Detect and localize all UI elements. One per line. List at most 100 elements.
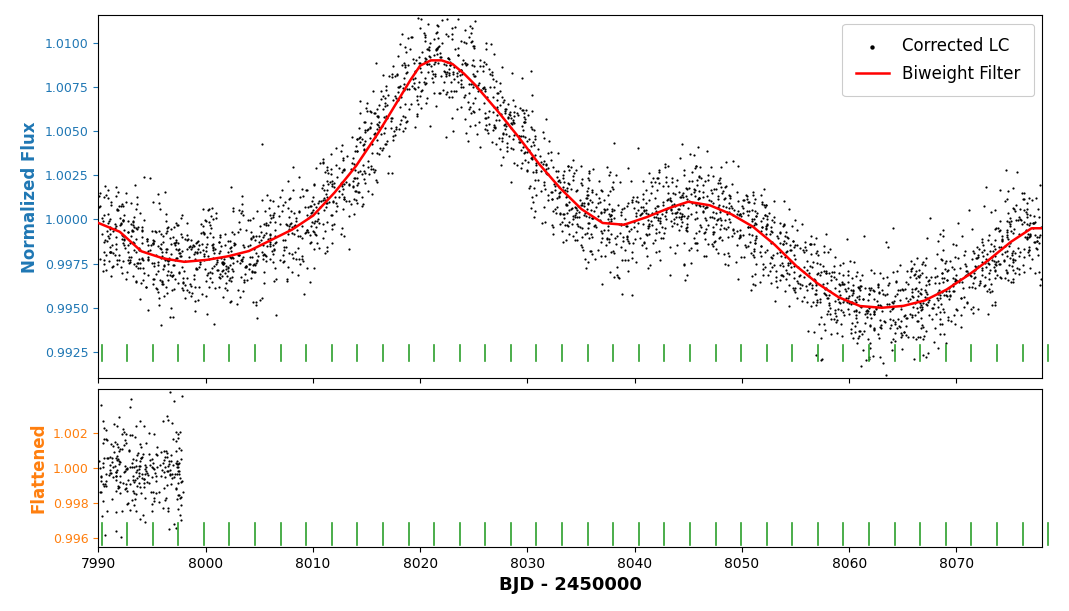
Corrected LC: [223, 272, 241, 282]
Corrected LC: [219, 285, 236, 295]
Corrected LC: [453, 59, 470, 68]
Corrected LC: [224, 258, 242, 268]
Corrected LC: [634, 240, 651, 250]
Corrected LC: [1025, 236, 1042, 246]
Corrected LC: [880, 243, 897, 252]
Corrected LC: [609, 273, 626, 282]
Corrected LC: [587, 220, 604, 230]
Corrected LC: [166, 222, 183, 232]
X-axis label: BJD - 2450000: BJD - 2450000: [499, 576, 641, 594]
Corrected LC: [537, 184, 554, 194]
Corrected LC: [203, 277, 220, 287]
Corrected LC: [468, 82, 485, 92]
Corrected LC: [305, 205, 322, 215]
Corrected LC: [998, 267, 1016, 277]
Corrected LC: [157, 229, 174, 238]
Corrected LC: [354, 134, 371, 144]
Corrected LC: [690, 142, 707, 152]
Corrected LC: [267, 310, 284, 320]
Corrected LC: [1022, 230, 1039, 240]
Corrected LC: [299, 210, 316, 219]
Corrected LC: [911, 288, 928, 298]
Corrected LC: [107, 240, 124, 249]
Corrected LC: [693, 174, 710, 183]
Corrected LC: [243, 274, 260, 284]
Corrected LC: [208, 257, 226, 267]
Corrected LC: [430, 41, 447, 51]
Corrected LC: [773, 270, 790, 280]
Corrected LC: [652, 218, 669, 228]
Corrected LC: [974, 251, 991, 261]
Corrected LC: [775, 221, 792, 231]
Corrected LC: [889, 313, 907, 323]
Corrected LC: [461, 21, 478, 31]
Corrected LC: [294, 254, 311, 263]
Corrected LC: [899, 313, 916, 323]
Corrected LC: [326, 178, 343, 188]
Corrected LC: [161, 312, 179, 322]
Corrected LC: [682, 210, 699, 219]
Corrected LC: [336, 164, 353, 174]
Corrected LC: [623, 177, 640, 186]
Corrected LC: [444, 23, 461, 33]
Corrected LC: [941, 290, 958, 300]
Corrected LC: [866, 286, 883, 296]
Corrected LC: [927, 263, 944, 273]
Corrected LC: [892, 285, 909, 295]
Point: [104, 494, 121, 504]
Corrected LC: [894, 330, 911, 340]
Corrected LC: [923, 272, 940, 282]
Corrected LC: [418, 54, 435, 64]
Corrected LC: [897, 284, 914, 294]
Corrected LC: [908, 334, 925, 343]
Corrected LC: [651, 213, 668, 223]
Point: [126, 432, 143, 442]
Corrected LC: [1009, 214, 1026, 224]
Corrected LC: [560, 179, 577, 189]
Corrected LC: [663, 196, 680, 206]
Corrected LC: [933, 287, 950, 296]
Corrected LC: [939, 266, 956, 276]
Corrected LC: [980, 230, 997, 240]
Corrected LC: [669, 205, 686, 214]
Corrected LC: [314, 219, 331, 229]
Corrected LC: [687, 207, 704, 217]
Corrected LC: [552, 208, 569, 218]
Corrected LC: [122, 219, 139, 229]
Corrected LC: [355, 117, 372, 126]
Corrected LC: [261, 241, 278, 251]
Corrected LC: [973, 234, 990, 244]
Corrected LC: [841, 256, 858, 266]
Corrected LC: [523, 66, 540, 76]
Corrected LC: [602, 216, 619, 226]
Corrected LC: [280, 194, 297, 204]
Corrected LC: [328, 201, 345, 211]
Corrected LC: [710, 178, 727, 188]
Corrected LC: [1013, 219, 1031, 229]
Point: [118, 480, 135, 489]
Corrected LC: [458, 128, 475, 137]
Corrected LC: [777, 247, 794, 257]
Corrected LC: [323, 210, 340, 219]
Corrected LC: [1027, 243, 1044, 253]
Corrected LC: [810, 319, 827, 329]
Corrected LC: [485, 82, 502, 92]
Corrected LC: [362, 119, 379, 128]
Corrected LC: [507, 101, 524, 111]
Corrected LC: [390, 125, 407, 134]
Corrected LC: [341, 211, 358, 221]
Point: [123, 496, 140, 505]
Corrected LC: [932, 255, 949, 265]
Corrected LC: [409, 13, 427, 23]
Corrected LC: [115, 225, 133, 235]
Corrected LC: [475, 66, 492, 76]
Corrected LC: [544, 220, 561, 230]
Corrected LC: [651, 216, 668, 226]
Corrected LC: [216, 240, 233, 249]
Corrected LC: [970, 252, 987, 262]
Corrected LC: [866, 268, 883, 278]
Corrected LC: [808, 246, 825, 255]
Corrected LC: [497, 106, 514, 115]
Corrected LC: [471, 61, 489, 71]
Corrected LC: [100, 257, 118, 266]
